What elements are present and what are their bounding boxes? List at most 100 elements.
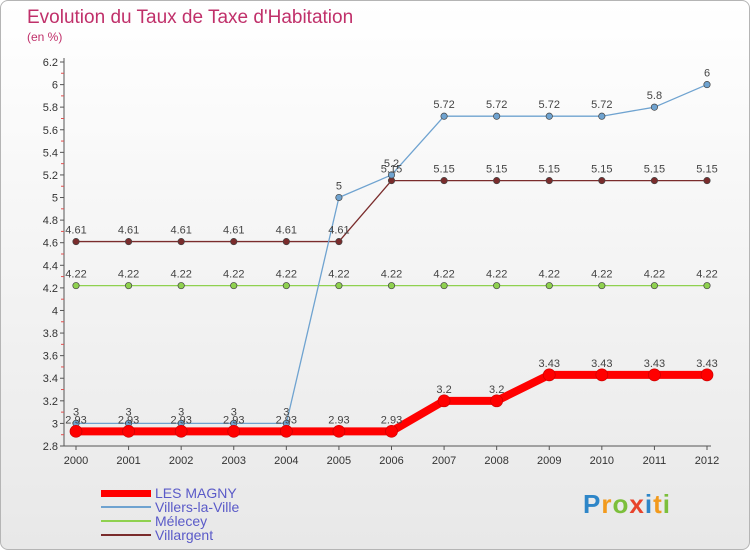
x-tick-label: 2011 — [643, 455, 667, 467]
data-label: 4.22 — [644, 269, 665, 281]
data-point — [335, 193, 343, 202]
data-label: 5.72 — [591, 99, 612, 111]
data-label: 5.15 — [433, 164, 454, 176]
data-label: 2.93 — [276, 414, 297, 426]
x-tick-label: 2003 — [222, 455, 246, 467]
data-label: 4.61 — [170, 225, 191, 237]
data-point — [493, 112, 501, 120]
y-tick-label: 5.6 — [43, 125, 58, 137]
x-tick-label: 2002 — [169, 455, 193, 467]
data-label: 4.22 — [486, 269, 507, 281]
data-point — [440, 177, 448, 185]
y-tick-label: 5.8 — [43, 102, 58, 114]
legend-label-villers-la-ville: Villers-la-Ville — [155, 499, 240, 515]
data-point — [282, 238, 290, 246]
x-tick-label: 2012 — [695, 455, 719, 467]
legend-label-villargent: Villargent — [155, 527, 214, 543]
data-label: 5.72 — [539, 99, 560, 111]
legend-item-les-magny: LES MAGNY — [101, 485, 239, 501]
legend-label-les-magny: LES MAGNY — [155, 485, 237, 501]
y-tick-label: 4.4 — [43, 260, 58, 272]
data-point — [703, 177, 711, 185]
data-label: 3.2 — [489, 384, 504, 396]
data-point — [177, 282, 185, 290]
y-tick-label: 3.6 — [43, 351, 58, 363]
data-point — [542, 368, 556, 382]
data-point — [335, 238, 343, 246]
data-point — [598, 282, 606, 290]
y-tick-label: 5.2 — [43, 170, 58, 182]
logo-letter: P — [583, 489, 602, 519]
data-label: 4.61 — [118, 225, 139, 237]
data-label: 4.61 — [328, 225, 349, 237]
data-label: 5.15 — [381, 164, 402, 176]
data-label: 4.22 — [433, 269, 454, 281]
data-point — [703, 282, 711, 290]
x-tick-label: 2004 — [274, 455, 298, 467]
legend-swatch-villargent — [101, 534, 151, 536]
data-point — [650, 282, 658, 290]
y-tick-label: 3.2 — [43, 396, 58, 408]
logo-letter: i — [662, 489, 671, 519]
data-label: 6 — [704, 68, 710, 80]
data-label: 4.22 — [65, 269, 86, 281]
data-label: 2.93 — [223, 414, 244, 426]
data-label: 2.93 — [381, 414, 402, 426]
logo-letter: x — [629, 489, 645, 519]
data-label: 4.22 — [328, 269, 349, 281]
data-point — [490, 394, 504, 408]
data-point — [598, 112, 606, 120]
logo-letter: i — [644, 489, 654, 519]
y-tick-label: 4.2 — [43, 283, 58, 295]
data-point — [335, 282, 343, 290]
data-label: 3.43 — [696, 358, 717, 370]
data-point — [332, 424, 346, 438]
y-tick-label: 6 — [52, 80, 58, 92]
y-tick-label: 2.8 — [43, 441, 58, 453]
data-point — [440, 282, 448, 290]
y-tick-label: 3 — [52, 418, 58, 430]
data-label: 2.93 — [170, 414, 191, 426]
unit-label: (en %) — [27, 30, 63, 44]
x-tick-label: 2001 — [116, 455, 140, 467]
data-point — [650, 177, 658, 185]
data-label: 4.22 — [381, 269, 402, 281]
data-point — [72, 282, 80, 290]
proxiti-logo: Proxiti — [583, 489, 671, 520]
data-label: 4.22 — [539, 269, 560, 281]
data-label: 5 — [336, 181, 342, 193]
data-point — [122, 424, 135, 438]
data-label: 3.43 — [539, 358, 560, 370]
x-tick-label: 2005 — [327, 455, 351, 467]
data-label: 3 — [73, 406, 79, 418]
data-point — [227, 424, 241, 438]
data-point — [69, 424, 83, 438]
chart-title: Evolution du Taux de Taxe d'Habitation — [27, 7, 354, 28]
legend-item-villers-la-ville: Villers-la-Ville — [101, 499, 240, 515]
data-point — [230, 282, 238, 290]
y-tick-label: 4.6 — [43, 238, 58, 250]
data-label: 5.8 — [647, 90, 662, 102]
data-point — [387, 171, 396, 179]
data-label: 4.61 — [223, 225, 244, 237]
legend-swatch-villers-la-ville — [101, 506, 151, 508]
data-label: 5.15 — [644, 164, 665, 176]
legend-swatch-melecey — [101, 520, 151, 522]
data-label: 5.72 — [486, 99, 507, 111]
data-label: 3 — [178, 406, 184, 418]
data-label: 5.15 — [539, 164, 560, 176]
legend-label-melecey: Mélecey — [155, 513, 208, 529]
x-tick-label: 2007 — [432, 455, 456, 467]
logo-letter: o — [612, 489, 630, 519]
data-label: 5.15 — [696, 164, 717, 176]
data-label: 4.61 — [276, 225, 297, 237]
data-point — [545, 112, 553, 120]
data-point — [648, 368, 661, 382]
data-point — [125, 282, 133, 290]
data-point — [493, 177, 501, 185]
y-tick-label: 3.4 — [43, 373, 58, 385]
data-label: 3.43 — [591, 358, 612, 370]
data-label: 3 — [126, 406, 132, 418]
